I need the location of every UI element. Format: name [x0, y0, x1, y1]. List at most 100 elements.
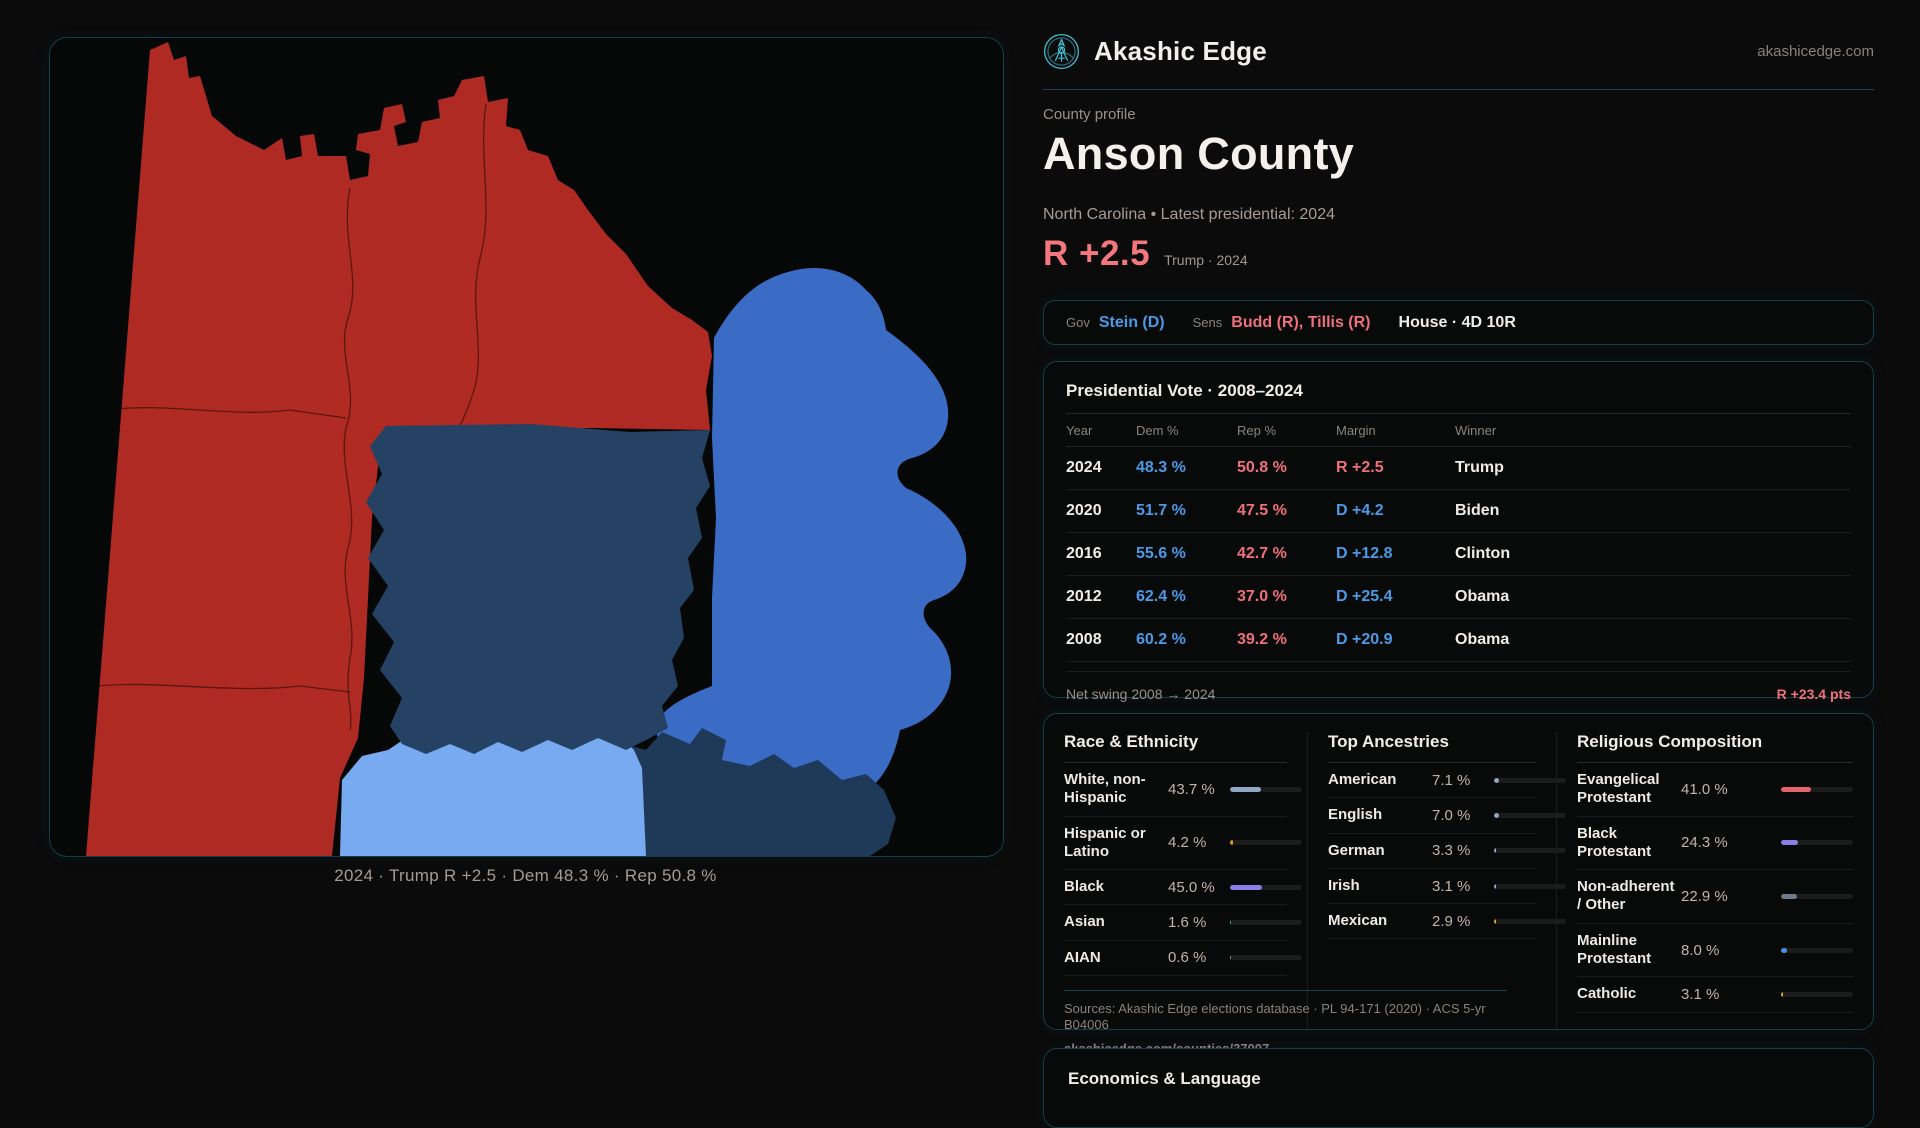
stat-bar — [1230, 885, 1302, 890]
stat-value: 0.6 % — [1168, 949, 1230, 966]
map-caption: 2024 · Trump R +2.5 · Dem 48.3 % · Rep 5… — [49, 866, 1002, 886]
economics-language-title: Economics & Language — [1068, 1069, 1849, 1089]
stat-bar-fill — [1230, 885, 1262, 890]
stat-label: Non-adherent / Other — [1577, 878, 1681, 915]
stat-bar-fill — [1494, 919, 1496, 924]
lead-stat: R +2.5 Trump · 2024 — [1043, 236, 1248, 271]
akashic-edge-logo[interactable] — [1043, 33, 1080, 70]
eyebrow-label: County profile — [1043, 106, 1136, 123]
vote-table-header: Year Dem % Rep % Margin Winner — [1066, 414, 1851, 447]
net-swing-row: Net swing 2008 → 2024 R +23.4 pts — [1066, 671, 1851, 702]
governor-value: Stein (D) — [1099, 314, 1165, 332]
vote-cell: 2008 — [1066, 631, 1136, 649]
vote-cell: Trump — [1455, 459, 1851, 477]
stat-bar-fill — [1494, 848, 1496, 853]
app-header: Akashic Edge akashicedge.com — [1043, 30, 1874, 72]
sources-line: Sources: Akashic Edge elections database… — [1064, 1001, 1507, 1034]
brand-name: Akashic Edge — [1094, 36, 1267, 67]
net-swing-label: Net swing 2008 → 2024 — [1066, 686, 1215, 702]
lead-margin: R +2.5 — [1043, 236, 1150, 271]
stat-bar — [1781, 840, 1853, 845]
stat-bar — [1781, 992, 1853, 997]
vote-cell: 60.2 % — [1136, 631, 1237, 649]
stat-value: 22.9 % — [1681, 888, 1743, 905]
stat-label: Catholic — [1577, 985, 1681, 1003]
stat-value: 24.3 % — [1681, 834, 1743, 851]
stat-bar — [1781, 948, 1853, 953]
stat-bar-fill — [1781, 894, 1797, 899]
vote-cell: 48.3 % — [1136, 459, 1237, 477]
vote-cell: D +25.4 — [1336, 588, 1455, 606]
stat-label: White, non-Hispanic — [1064, 771, 1168, 808]
vote-cell: 47.5 % — [1237, 502, 1336, 520]
page-title: Anson County — [1043, 128, 1354, 180]
stat-value: 7.1 % — [1432, 772, 1494, 789]
stat-value: 3.3 % — [1432, 842, 1494, 859]
stat-bar-fill — [1230, 840, 1233, 845]
page-subtitle: North Carolina • Latest presidential: 20… — [1043, 206, 1335, 224]
brand-domain-link[interactable]: akashicedge.com — [1757, 43, 1874, 60]
race-ethnicity-title: Race & Ethnicity — [1064, 732, 1287, 763]
vote-cell: 42.7 % — [1237, 545, 1336, 563]
vote-cell: 62.4 % — [1136, 588, 1237, 606]
officials-bar: Gov Stein (D) Sens Budd (R), Tillis (R) … — [1043, 300, 1874, 345]
presidential-vote-card: Presidential Vote · 2008–2024 Year Dem %… — [1043, 361, 1874, 698]
stat-bar — [1781, 894, 1853, 899]
stat-label: German — [1328, 842, 1432, 860]
stat-bar-fill — [1230, 920, 1231, 925]
stat-label: Evangelical Protestant — [1577, 771, 1681, 808]
vote-cell: 55.6 % — [1136, 545, 1237, 563]
vote-cell: 51.7 % — [1136, 502, 1237, 520]
vote-cell: D +12.8 — [1336, 545, 1455, 563]
stat-label: Irish — [1328, 877, 1432, 895]
stat-label: Black — [1064, 878, 1168, 896]
stat-bar-fill — [1230, 787, 1261, 792]
col-year: Year — [1066, 423, 1136, 438]
stat-value: 7.0 % — [1432, 807, 1494, 824]
stat-value: 3.1 % — [1432, 878, 1494, 895]
stat-bar-fill — [1781, 840, 1798, 845]
stat-label: Asian — [1064, 913, 1168, 931]
stat-value: 41.0 % — [1681, 781, 1743, 798]
county-map — [50, 38, 1003, 856]
religion-title: Religious Composition — [1577, 732, 1853, 763]
stat-bar — [1230, 787, 1302, 792]
vote-cell: D +20.9 — [1336, 631, 1455, 649]
vote-cell: R +2.5 — [1336, 459, 1455, 477]
stat-value: 4.2 % — [1168, 834, 1230, 851]
col-margin: Margin — [1336, 423, 1455, 438]
col-dem: Dem % — [1136, 423, 1237, 438]
col-rep: Rep % — [1237, 423, 1336, 438]
header-divider — [1043, 89, 1874, 90]
stat-bar-fill — [1494, 884, 1496, 889]
vote-cell: Obama — [1455, 631, 1851, 649]
stat-bar — [1230, 955, 1302, 960]
economics-language-card: Economics & Language — [1043, 1048, 1874, 1128]
senators-value: Budd (R), Tillis (R) — [1231, 314, 1370, 332]
stat-label: Hispanic or Latino — [1064, 825, 1168, 862]
vote-cell: Biden — [1455, 502, 1851, 520]
stat-bar — [1230, 920, 1302, 925]
map-county-anson[interactable] — [366, 424, 710, 754]
stat-bar-fill — [1494, 813, 1499, 818]
vote-cell: D +4.2 — [1336, 502, 1455, 520]
stat-value: 3.1 % — [1681, 986, 1743, 1003]
